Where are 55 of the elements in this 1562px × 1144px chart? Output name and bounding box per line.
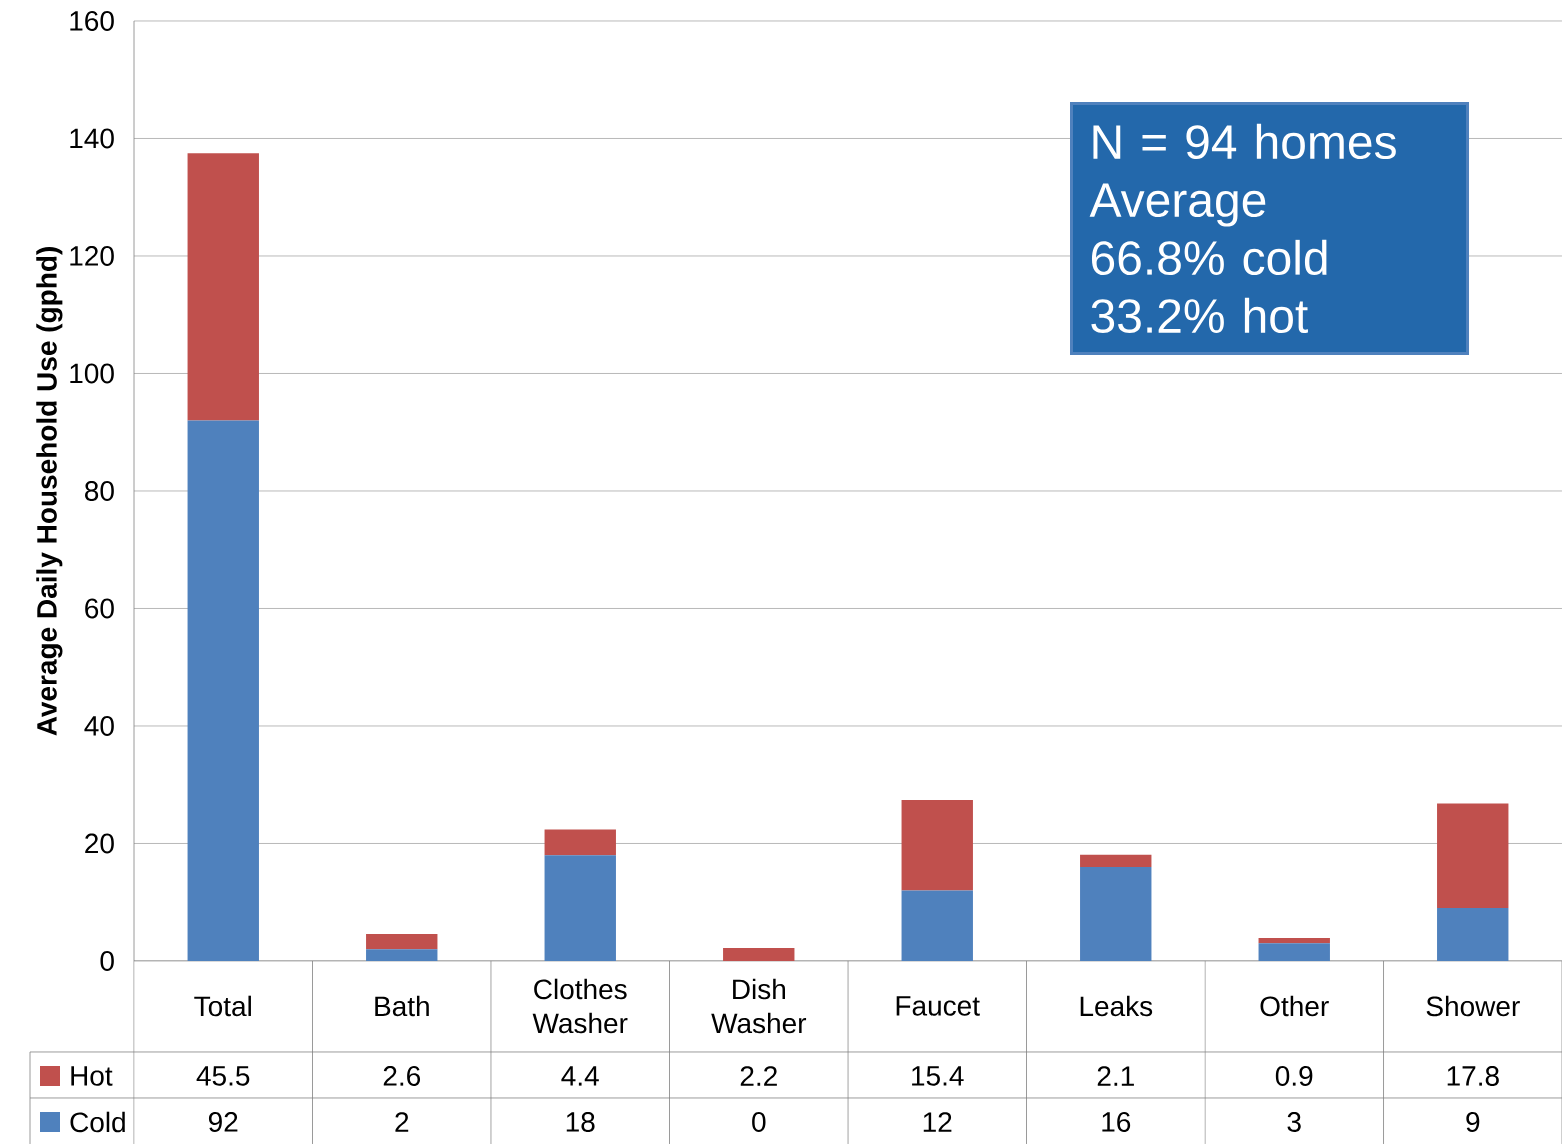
x-tick-label: Total <box>194 995 251 1017</box>
x-tick-label: Faucet <box>896 996 980 1016</box>
bar <box>1080 866 1152 961</box>
annotation: N = 94 homes <box>1093 123 1396 160</box>
bar <box>366 933 438 950</box>
bar <box>1258 938 1330 944</box>
data-label: 9 <box>1466 1112 1480 1132</box>
y-tick-label: 60 <box>85 598 114 619</box>
data-label: 2.1 <box>1097 1066 1134 1086</box>
data-label: 16 <box>1102 1112 1131 1132</box>
y-tick-label: 160 <box>70 11 114 31</box>
data-label: 17.8 <box>1447 1066 1499 1086</box>
bar <box>901 800 973 891</box>
data-label: 2.2 <box>740 1066 777 1086</box>
bar <box>1258 943 1330 961</box>
data-label: 0.9 <box>1275 1066 1313 1086</box>
annotation: Average <box>1089 183 1266 227</box>
legend-label: Cold <box>70 1111 125 1133</box>
x-tick-label: Shower <box>1426 995 1520 1017</box>
x-tick-label: Clothes Washer <box>532 978 628 1034</box>
x-tick-label: Leaks <box>1080 995 1153 1017</box>
data-label: 45.5 <box>196 1066 250 1086</box>
data-label: 4.4 <box>561 1066 599 1086</box>
bar <box>1437 803 1509 909</box>
y-axis-title: Average Daily Household Use (gphd) <box>36 247 63 736</box>
bar <box>1080 854 1152 867</box>
x-tick-label: Other <box>1260 995 1329 1017</box>
data-label: 3 <box>1287 1112 1301 1132</box>
y-tick-label: 120 <box>70 246 114 266</box>
bar <box>723 948 795 961</box>
y-tick-label: 40 <box>84 716 114 736</box>
data-label: 0 <box>752 1112 766 1132</box>
bar <box>187 420 259 961</box>
data-label: 18 <box>566 1112 595 1132</box>
data-label: 12 <box>923 1112 952 1132</box>
bar <box>187 153 259 421</box>
annotation: 33.2% hot <box>1091 297 1308 334</box>
data-label: 15.4 <box>912 1066 964 1086</box>
y-tick-label: 140 <box>70 128 114 149</box>
data-label: 2 <box>395 1112 409 1132</box>
x-tick-label: Bath <box>375 995 429 1017</box>
y-tick-label: 20 <box>85 833 114 854</box>
y-tick-label: 100 <box>70 363 114 384</box>
annotation: 66.8% cold <box>1091 239 1327 276</box>
legend-label: Hot <box>71 1066 113 1086</box>
data-label: 92 <box>208 1112 238 1132</box>
x-tick-label: Dish Washer <box>711 978 807 1034</box>
y-tick-label: 0 <box>100 951 114 971</box>
bar <box>544 829 616 856</box>
bar <box>1437 908 1509 961</box>
bar <box>366 949 438 961</box>
bar <box>901 890 973 961</box>
bar <box>544 855 616 961</box>
data-label: 2.6 <box>383 1066 421 1086</box>
y-tick-label: 80 <box>85 481 114 501</box>
